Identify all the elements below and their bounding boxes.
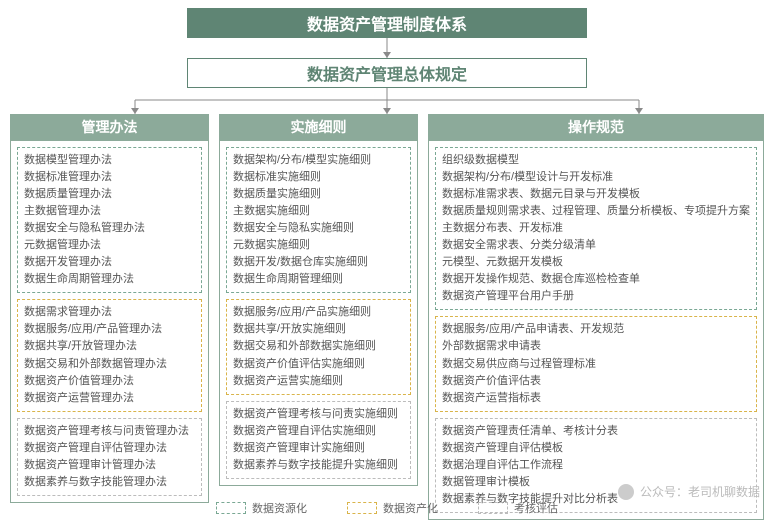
group-asset: 数据服务/应用/产品申请表、开发规范外部数据需求申请表数据交易供应商与过程管理标…: [435, 316, 757, 411]
list-item: 数据服务/应用/产品管理办法: [24, 321, 195, 338]
list-item: 数据标准需求表、数据元目录与开发模板: [442, 186, 750, 203]
list-item: 数据质量实施细则: [233, 186, 404, 203]
list-item: 数据标准实施细则: [233, 169, 404, 186]
legend-swatch: [347, 502, 377, 514]
list-item: 数据素养与数字技能管理办法: [24, 474, 195, 491]
watermark-text: 公众号：老司机聊数据: [640, 483, 760, 500]
list-item: 数据资产管理自评估实施细则: [233, 423, 404, 440]
title-text: 数据资产管理制度体系: [307, 11, 467, 35]
legend-item-assess: 考核评估: [478, 500, 558, 516]
column-2: 操作规范组织级数据模型数据架构/分布/模型设计与开发标准数据标准需求表、数据元目…: [428, 114, 764, 520]
column-body: 数据架构/分布/模型实施细则数据标准实施细则数据质量实施细则主数据实施细则数据安…: [219, 140, 418, 486]
list-item: 数据资产管理考核与问责实施细则: [233, 406, 404, 423]
group-asset: 数据需求管理办法数据服务/应用/产品管理办法数据共享/开放管理办法数据交易和外部…: [17, 299, 202, 411]
group-asset: 数据服务/应用/产品实施细则数据共享/开放实施细则数据交易和外部数据实施细则数据…: [226, 299, 411, 394]
list-item: 数据开发/数据仓库实施细则: [233, 254, 404, 271]
group-assess: 数据资产管理考核与问责管理办法数据资产管理自评估管理办法数据资产管理审计管理办法…: [17, 418, 202, 496]
subtitle-block: 数据资产管理总体规定: [187, 58, 587, 88]
list-item: 数据安全与隐私实施细则: [233, 220, 404, 237]
title-block: 数据资产管理制度体系: [187, 8, 587, 38]
list-item: 数据资产运营管理办法: [24, 390, 195, 407]
list-item: 数据资产价值评估表: [442, 373, 750, 390]
list-item: 数据模型管理办法: [24, 152, 195, 169]
list-item: 数据服务/应用/产品实施细则: [233, 304, 404, 321]
legend-label: 考核评估: [514, 500, 558, 516]
legend-swatch: [478, 502, 508, 514]
list-item: 数据开发管理办法: [24, 254, 195, 271]
list-item: 元数据管理办法: [24, 237, 195, 254]
list-item: 数据治理自评估工作流程: [442, 457, 750, 474]
list-item: 外部数据需求申请表: [442, 338, 750, 355]
list-item: 数据共享/开放实施细则: [233, 321, 404, 338]
list-item: 数据资产管理审计实施细则: [233, 440, 404, 457]
legend-label: 数据资源化: [252, 500, 307, 516]
subtitle-text: 数据资产管理总体规定: [307, 61, 467, 85]
list-item: 数据资产管理考核与问责管理办法: [24, 423, 195, 440]
column-header: 实施细则: [219, 114, 418, 140]
list-item: 主数据实施细则: [233, 203, 404, 220]
list-item: 组织级数据模型: [442, 152, 750, 169]
column-body: 数据模型管理办法数据标准管理办法数据质量管理办法主数据管理办法数据安全与隐私管理…: [10, 140, 209, 503]
column-header: 管理办法: [10, 114, 209, 140]
list-item: 主数据分布表、开发标准: [442, 220, 750, 237]
list-item: 数据资产管理审计管理办法: [24, 457, 195, 474]
legend: 数据资源化 数据资产化 考核评估: [0, 500, 774, 516]
column-body: 组织级数据模型数据架构/分布/模型设计与开发标准数据标准需求表、数据元目录与开发…: [428, 140, 764, 520]
list-item: 数据架构/分布/模型实施细则: [233, 152, 404, 169]
list-item: 数据资产管理自评估模板: [442, 440, 750, 457]
list-item: 数据资产管理自评估管理办法: [24, 440, 195, 457]
legend-item-source: 数据资源化: [216, 500, 307, 516]
column-0: 管理办法数据模型管理办法数据标准管理办法数据质量管理办法主数据管理办法数据安全与…: [10, 114, 209, 520]
list-item: 数据资产价值评估实施细则: [233, 356, 404, 373]
list-item: 数据生命周期管理办法: [24, 271, 195, 288]
column-header: 操作规范: [428, 114, 764, 140]
list-item: 数据交易和外部数据管理办法: [24, 356, 195, 373]
list-item: 数据质量规则需求表、过程管理、质量分析模板、专项提升方案: [442, 203, 750, 220]
list-item: 数据架构/分布/模型设计与开发标准: [442, 169, 750, 186]
list-item: 数据资产管理平台用户手册: [442, 288, 750, 305]
list-item: 数据交易和外部数据实施细则: [233, 338, 404, 355]
group-assess: 数据资产管理考核与问责实施细则数据资产管理自评估实施细则数据资产管理审计实施细则…: [226, 401, 411, 479]
group-source: 数据模型管理办法数据标准管理办法数据质量管理办法主数据管理办法数据安全与隐私管理…: [17, 147, 202, 293]
columns-container: 管理办法数据模型管理办法数据标准管理办法数据质量管理办法主数据管理办法数据安全与…: [10, 114, 764, 520]
list-item: 数据资产运营指标表: [442, 390, 750, 407]
watermark: 公众号：老司机聊数据: [618, 483, 760, 500]
list-item: 数据资产管理责任清单、考核计分表: [442, 423, 750, 440]
group-source: 组织级数据模型数据架构/分布/模型设计与开发标准数据标准需求表、数据元目录与开发…: [435, 147, 757, 310]
list-item: 数据开发操作规范、数据仓库巡检检查单: [442, 271, 750, 288]
list-item: 数据资产价值管理办法: [24, 373, 195, 390]
list-item: 数据安全与隐私管理办法: [24, 220, 195, 237]
wechat-icon: [618, 484, 634, 500]
legend-swatch: [216, 502, 246, 514]
list-item: 数据交易供应商与过程管理标准: [442, 356, 750, 373]
list-item: 元模型、元数据开发模板: [442, 254, 750, 271]
list-item: 数据服务/应用/产品申请表、开发规范: [442, 321, 750, 338]
list-item: 数据共享/开放管理办法: [24, 338, 195, 355]
list-item: 元数据实施细则: [233, 237, 404, 254]
list-item: 数据生命周期管理细则: [233, 271, 404, 288]
list-item: 数据安全需求表、分类分级清单: [442, 237, 750, 254]
column-1: 实施细则数据架构/分布/模型实施细则数据标准实施细则数据质量实施细则主数据实施细…: [219, 114, 418, 520]
group-source: 数据架构/分布/模型实施细则数据标准实施细则数据质量实施细则主数据实施细则数据安…: [226, 147, 411, 293]
legend-item-asset: 数据资产化: [347, 500, 438, 516]
list-item: 数据标准管理办法: [24, 169, 195, 186]
list-item: 数据质量管理办法: [24, 186, 195, 203]
list-item: 数据需求管理办法: [24, 304, 195, 321]
legend-label: 数据资产化: [383, 500, 438, 516]
list-item: 主数据管理办法: [24, 203, 195, 220]
list-item: 数据素养与数字技能提升实施细则: [233, 457, 404, 474]
list-item: 数据资产运营实施细则: [233, 373, 404, 390]
